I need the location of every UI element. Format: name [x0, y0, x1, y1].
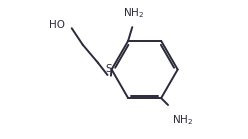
- Text: NH$_2$: NH$_2$: [172, 113, 193, 127]
- Text: NH$_2$: NH$_2$: [123, 6, 144, 20]
- Text: S: S: [106, 64, 112, 74]
- Text: HO: HO: [49, 20, 65, 30]
